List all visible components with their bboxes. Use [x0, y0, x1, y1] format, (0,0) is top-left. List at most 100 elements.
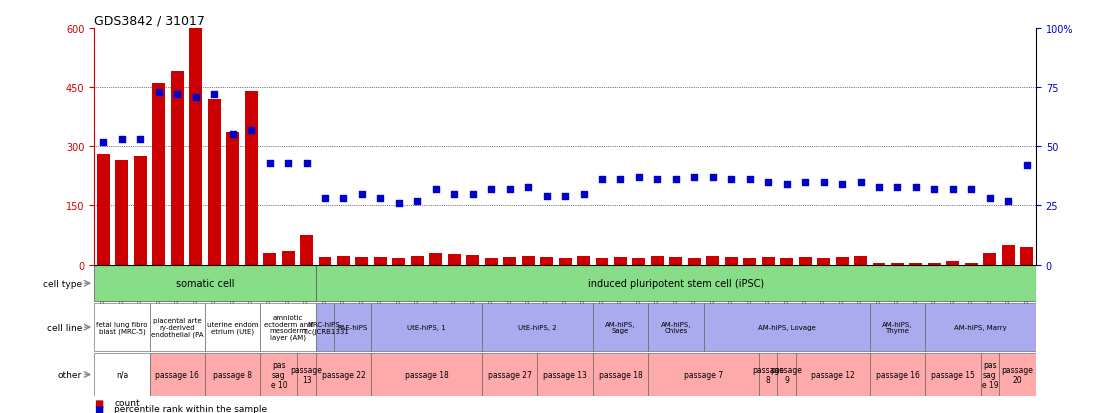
Text: GDS3842 / 31017: GDS3842 / 31017 — [94, 15, 205, 28]
Bar — [98, 155, 110, 265]
Point — [113, 137, 131, 143]
Text: MRC-hiPS,
Tic(JCRB1331: MRC-hiPS, Tic(JCRB1331 — [301, 321, 348, 334]
Point — [445, 191, 463, 197]
Point — [187, 94, 205, 101]
Point — [409, 198, 427, 204]
Bar — [1002, 245, 1015, 265]
Bar — [281, 251, 295, 265]
Bar — [371, 354, 482, 396]
Text: n/a: n/a — [115, 370, 129, 379]
Text: passage 15: passage 15 — [931, 370, 975, 379]
Bar — [484, 258, 497, 265]
Bar — [707, 256, 719, 265]
Bar — [448, 254, 461, 265]
Point — [316, 196, 334, 202]
Bar — [872, 263, 885, 265]
Text: UtE-hiPS, 1: UtE-hiPS, 1 — [408, 324, 445, 330]
Bar — [134, 157, 146, 265]
Point — [537, 193, 555, 200]
Bar — [596, 258, 608, 265]
Bar — [150, 303, 205, 351]
Bar — [153, 84, 165, 265]
Point — [833, 181, 851, 188]
Text: passage 13: passage 13 — [543, 370, 587, 379]
Bar — [371, 303, 482, 351]
Bar — [999, 354, 1036, 396]
Bar — [264, 253, 276, 265]
Bar — [650, 256, 664, 265]
Point — [556, 193, 574, 200]
Point — [501, 186, 519, 193]
Bar — [648, 303, 704, 351]
Bar — [245, 92, 257, 265]
Text: percentile rank within the sample: percentile rank within the sample — [114, 404, 267, 413]
Bar — [94, 354, 150, 396]
Point — [353, 191, 371, 197]
Text: cell type: cell type — [43, 279, 82, 288]
Bar — [115, 161, 129, 265]
Text: passage 8: passage 8 — [213, 370, 253, 379]
Bar — [297, 354, 316, 396]
Point — [612, 177, 629, 183]
Point — [150, 89, 167, 96]
Bar — [189, 29, 203, 265]
Bar — [925, 354, 981, 396]
Bar — [648, 354, 759, 396]
Point — [797, 179, 814, 186]
Point — [390, 200, 408, 207]
Bar — [854, 256, 866, 265]
Point — [243, 127, 260, 134]
Bar — [870, 354, 925, 396]
Point — [870, 184, 888, 190]
Text: passage
8: passage 8 — [752, 365, 784, 384]
Bar — [688, 258, 700, 265]
Bar — [171, 72, 184, 265]
Text: passage 16: passage 16 — [875, 370, 920, 379]
Bar — [503, 257, 516, 265]
Bar — [633, 258, 645, 265]
Text: passage 16: passage 16 — [155, 370, 199, 379]
Bar — [817, 258, 830, 265]
Point — [778, 181, 796, 188]
Text: other: other — [58, 370, 82, 379]
Text: passage 18: passage 18 — [598, 370, 643, 379]
Point — [686, 174, 704, 181]
Text: ■: ■ — [94, 404, 103, 413]
Text: passage 22: passage 22 — [321, 370, 366, 379]
Bar — [94, 266, 316, 301]
Bar — [577, 256, 589, 265]
Bar — [778, 354, 796, 396]
Text: AM-hiPS,
Thyme: AM-hiPS, Thyme — [882, 321, 913, 334]
Text: count: count — [114, 398, 140, 407]
Text: amniotic
ectoderm and
mesoderm
layer (AM): amniotic ectoderm and mesoderm layer (AM… — [264, 314, 312, 340]
Point — [464, 191, 482, 197]
Bar — [337, 256, 350, 265]
Bar — [796, 354, 870, 396]
Text: cell line: cell line — [47, 323, 82, 332]
Bar — [319, 257, 331, 265]
Bar — [946, 262, 960, 265]
Bar — [300, 235, 314, 265]
Point — [907, 184, 925, 190]
Bar — [375, 257, 387, 265]
Bar — [205, 354, 260, 396]
Bar — [725, 257, 738, 265]
Bar — [984, 253, 996, 265]
Bar — [260, 303, 316, 351]
Bar — [965, 263, 977, 265]
Bar — [208, 100, 220, 265]
Bar — [835, 257, 849, 265]
Point — [260, 160, 278, 167]
Bar — [466, 255, 479, 265]
Point — [944, 186, 962, 193]
Bar — [927, 263, 941, 265]
Text: passage
13: passage 13 — [290, 365, 322, 384]
Bar — [335, 303, 371, 351]
Point — [593, 177, 611, 183]
Bar — [704, 303, 870, 351]
Bar — [780, 258, 793, 265]
Point — [205, 92, 223, 98]
Point — [741, 177, 759, 183]
Point — [852, 179, 870, 186]
Bar — [910, 263, 922, 265]
